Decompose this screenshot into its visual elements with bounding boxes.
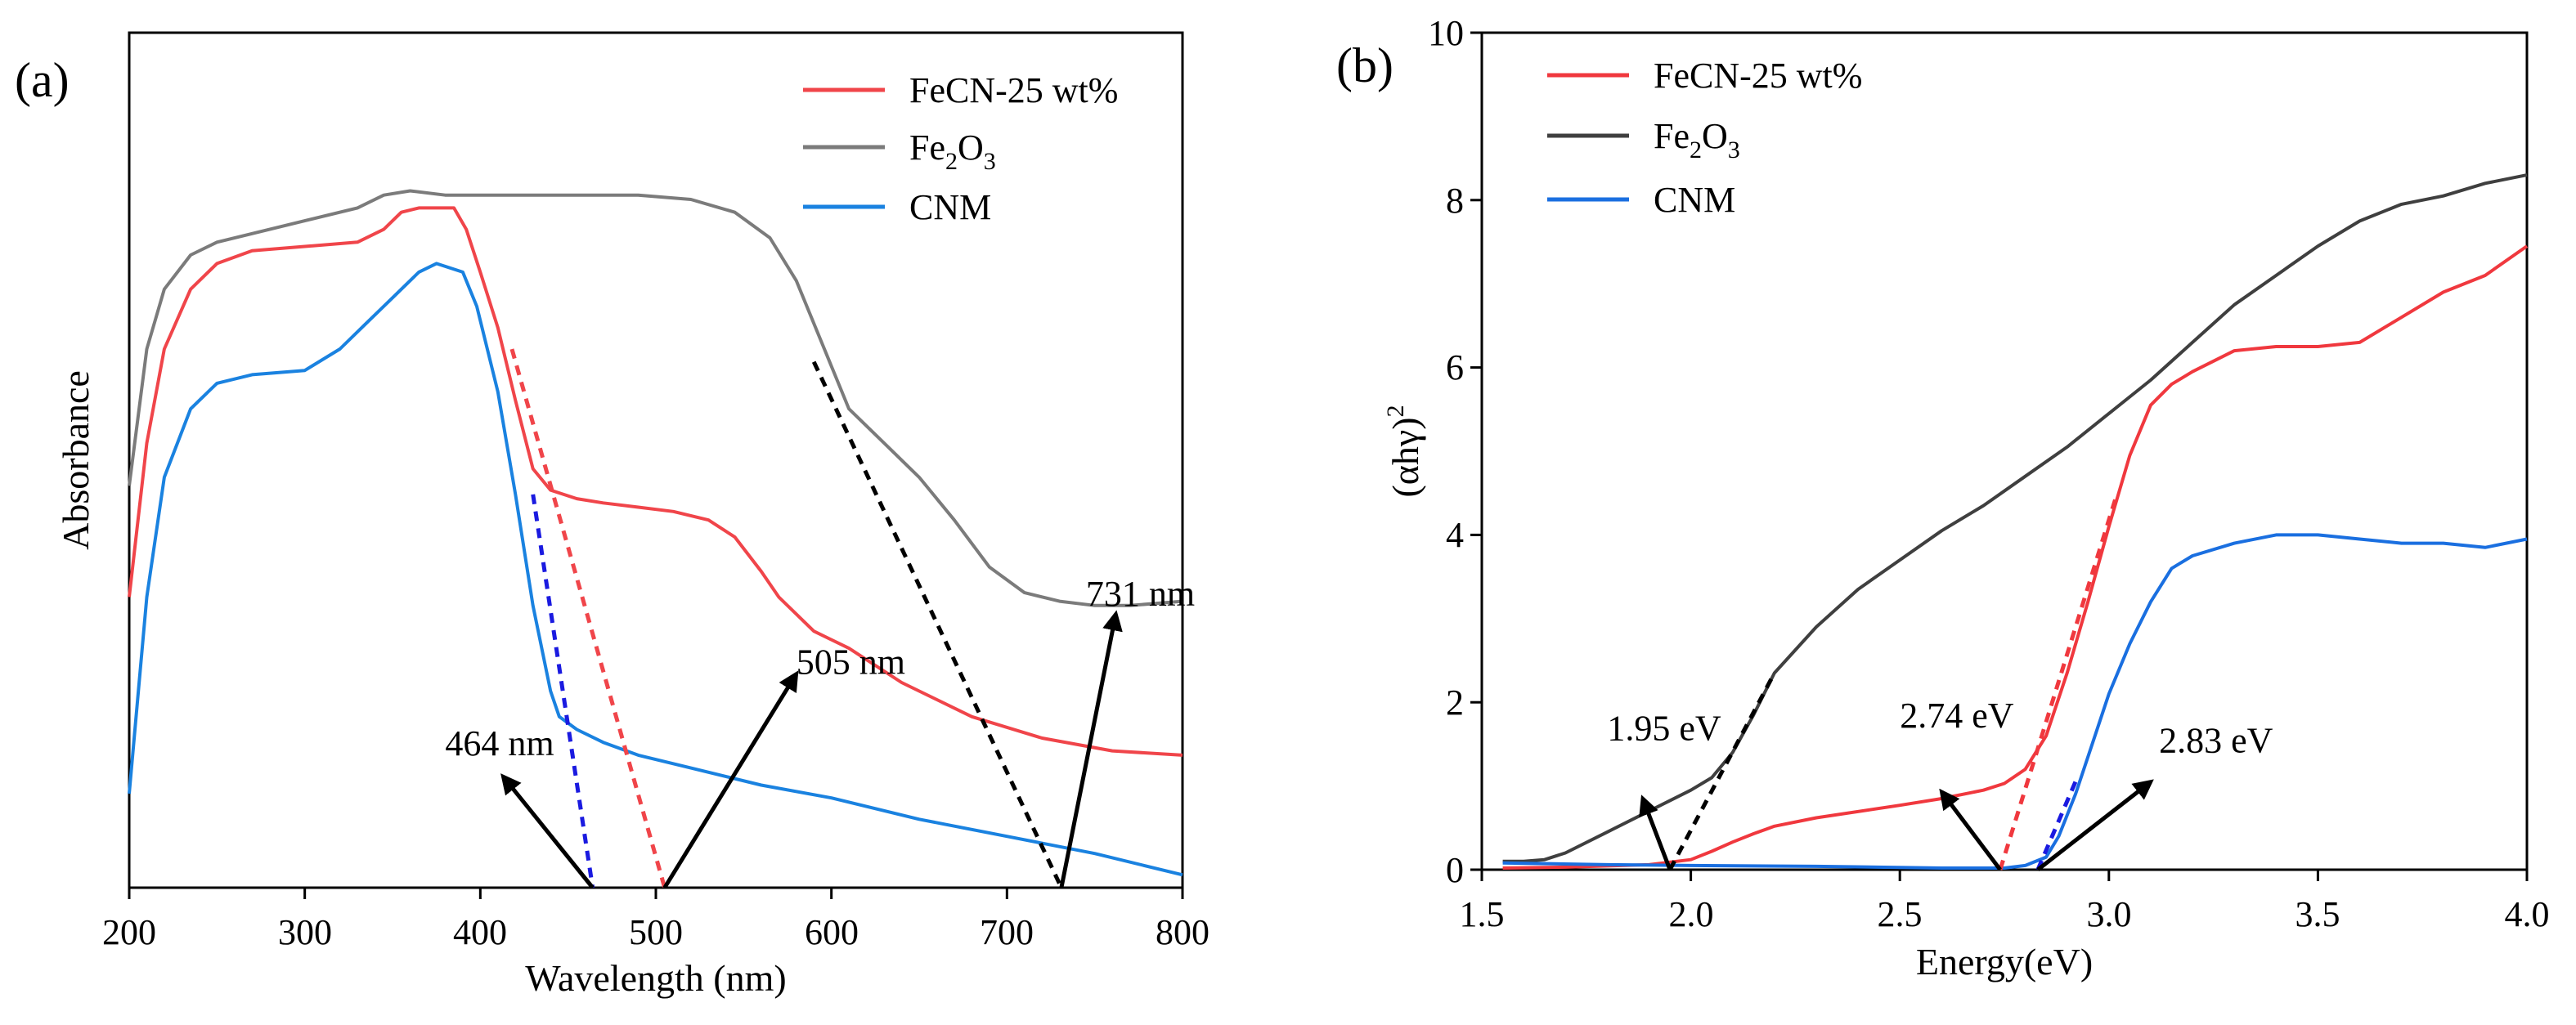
series-line-fecn-25-wt	[1502, 244, 2529, 870]
x-tick-label: 3.5	[2296, 894, 2340, 934]
extrapolation-line	[1667, 672, 1777, 871]
series-line-fe2o3	[128, 189, 1183, 607]
panel-a-tick-marks	[128, 888, 1184, 899]
x-tick-label: 300	[278, 912, 332, 952]
annotation-label: 2.74 eV	[1900, 696, 2014, 736]
y-tick-label: 4	[1446, 515, 1464, 555]
y-tick-label: 6	[1446, 347, 1464, 387]
legend-label-fecn: FeCN-25 wt%	[1654, 56, 1862, 96]
panel-b-label: (b)	[1336, 38, 1393, 92]
panel-b-y-axis: 0 2 4 6 8 10 (αhγ)2	[1382, 13, 1464, 890]
annotation-arrow	[1939, 788, 2002, 871]
x-tick-label: 400	[453, 912, 507, 952]
annotation-arrow	[500, 773, 595, 889]
x-tick-label: 2.0	[1669, 894, 1714, 934]
series-line-fecn-25-wt	[128, 206, 1183, 757]
y-axis-title: Absorbance	[55, 370, 96, 550]
y-axis-title-sup: 2	[1382, 405, 1409, 417]
x-tick-label: 500	[629, 912, 683, 952]
panel-a-extrapolation-lines	[509, 348, 1064, 889]
panel-a-x-axis: 200 300 400 500 600 700 800 Wavelength (…	[102, 912, 1209, 999]
y-axis-title-main: (αhγ)	[1384, 417, 1426, 497]
panel-b-extrapolation-lines	[1667, 492, 2120, 871]
annotation-label: 1.95 eV	[1607, 708, 1721, 748]
panel-a-label: (a)	[15, 53, 70, 107]
panel-b-series	[1502, 173, 2529, 870]
panel-b-tauc-plot: (b) 1.5 2.0 2.5 3.0 3.5 4.0 Energy(eV) 0…	[1336, 13, 2550, 982]
series-line-cnm	[128, 262, 1183, 877]
annotation-arrow	[662, 670, 799, 889]
legend-label-fe2o3: Fe2O3	[909, 128, 996, 175]
y-tick-label: 10	[1428, 13, 1464, 53]
panel-b-tick-marks	[1470, 31, 2529, 881]
panel-b-annotations: 1.95 eV 2.74 eV 2.83 eV	[1607, 696, 2273, 871]
extrapolation-line	[1998, 492, 2120, 871]
x-tick-label: 3.0	[2087, 894, 2132, 934]
x-tick-label: 600	[805, 912, 859, 952]
series-line-cnm	[1502, 533, 2528, 870]
annotation-label: 464 nm	[445, 723, 554, 763]
panel-b-x-axis: 1.5 2.0 2.5 3.0 3.5 4.0 Energy(eV)	[1460, 894, 2550, 982]
legend-label-fe2o3: Fe2O3	[1654, 116, 1740, 163]
extrapolation-line	[811, 360, 1064, 889]
series-line-fe2o3	[1502, 173, 2528, 863]
annotation-arrow	[1059, 610, 1123, 888]
panel-b-legend: FeCN-25 wt% Fe2O3 CNM	[1547, 56, 1862, 220]
x-axis-title: Energy(eV)	[1916, 941, 2093, 982]
extrapolation-line	[531, 494, 595, 888]
x-axis-title: Wavelength (nm)	[525, 957, 786, 999]
annotation-label: 2.83 eV	[2159, 721, 2273, 761]
x-tick-label: 2.5	[1878, 894, 1923, 934]
panel-a-series	[128, 189, 1183, 877]
x-tick-label: 700	[980, 912, 1034, 952]
annotation-label: 731 nm	[1086, 574, 1195, 614]
y-axis-title: (αhγ)2	[1382, 405, 1426, 497]
panel-a-annotations: 464 nm 505 nm 731 nm	[445, 574, 1195, 889]
x-tick-label: 4.0	[2505, 894, 2550, 934]
panel-a-absorbance-chart: (a) 200 300 400 500 600 700 800 Waveleng…	[15, 31, 1209, 999]
annotation-arrow	[2036, 779, 2154, 871]
legend-label-cnm: CNM	[1654, 180, 1735, 220]
y-tick-label: 0	[1446, 850, 1464, 890]
panel-a-legend: FeCN-25 wt% Fe2O3 CNM	[803, 70, 1118, 227]
legend-label-cnm: CNM	[909, 187, 991, 227]
y-tick-label: 2	[1446, 683, 1464, 723]
legend-label-fecn: FeCN-25 wt%	[909, 70, 1118, 110]
extrapolation-line	[509, 348, 667, 888]
annotation-label: 505 nm	[797, 642, 905, 683]
x-tick-label: 800	[1156, 912, 1209, 952]
x-tick-label: 200	[102, 912, 156, 952]
y-tick-label: 8	[1446, 181, 1464, 221]
annotation-arrow	[1639, 794, 1672, 871]
x-tick-label: 1.5	[1460, 894, 1505, 934]
